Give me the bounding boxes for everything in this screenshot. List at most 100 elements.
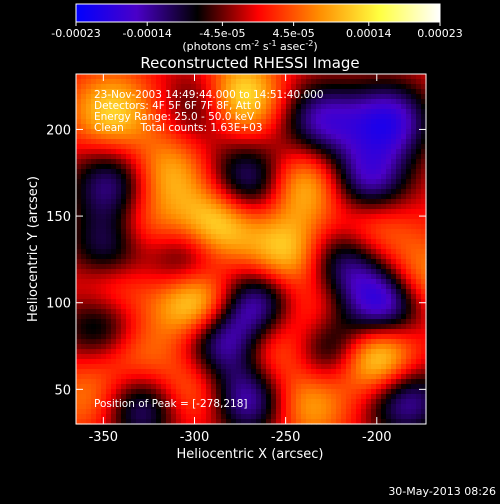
heatmap-cell	[181, 189, 187, 195]
heatmap-cell	[416, 209, 422, 215]
heatmap-cell	[156, 119, 162, 125]
heatmap-cell	[191, 349, 197, 355]
heatmap-cell	[396, 269, 402, 275]
heatmap-cell	[91, 259, 97, 265]
heatmap-cell	[216, 344, 222, 350]
heatmap-cell	[406, 234, 412, 240]
heatmap-cell	[101, 414, 107, 420]
heatmap-cell	[146, 224, 152, 230]
heatmap-cell	[91, 144, 97, 150]
heatmap-cell	[331, 324, 337, 330]
heatmap-cell	[146, 379, 152, 385]
heatmap-cell	[326, 179, 332, 185]
heatmap-cell	[281, 224, 287, 230]
heatmap-cell	[286, 249, 292, 255]
heatmap-cell	[276, 159, 282, 165]
heatmap-cell	[271, 199, 277, 205]
heatmap-cell	[116, 314, 122, 320]
heatmap-cell	[221, 159, 227, 165]
heatmap-cell	[391, 339, 397, 345]
heatmap-cell	[266, 194, 272, 200]
heatmap-cell	[216, 99, 222, 105]
heatmap-cell	[381, 229, 387, 235]
heatmap-cell	[191, 384, 197, 390]
heatmap-cell	[316, 414, 322, 420]
heatmap-cell	[421, 169, 427, 175]
heatmap-cell	[246, 339, 252, 345]
heatmap-cell	[221, 99, 227, 105]
heatmap-cell	[271, 379, 277, 385]
heatmap-cell	[346, 394, 352, 400]
heatmap-cell	[241, 79, 247, 85]
heatmap-cell	[91, 304, 97, 310]
heatmap-cell	[276, 124, 282, 130]
heatmap-cell	[181, 349, 187, 355]
heatmap-cell	[331, 334, 337, 340]
heatmap-cell	[246, 194, 252, 200]
heatmap-cell	[326, 219, 332, 225]
heatmap-cell	[246, 374, 252, 380]
heatmap-cell	[81, 109, 87, 115]
heatmap-cell	[181, 234, 187, 240]
heatmap-cell	[401, 109, 407, 115]
heatmap-cell	[161, 219, 167, 225]
heatmap-cell	[296, 129, 302, 135]
heatmap-cell	[421, 354, 427, 360]
heatmap-cell	[166, 264, 172, 270]
heatmap-cell	[251, 244, 257, 250]
heatmap-cell	[256, 409, 262, 415]
heatmap-cell	[141, 249, 147, 255]
heatmap-cell	[231, 329, 237, 335]
heatmap-cell	[351, 349, 357, 355]
heatmap-cell	[246, 199, 252, 205]
heatmap-cell	[276, 384, 282, 390]
heatmap-cell	[171, 399, 177, 405]
heatmap-cell	[391, 239, 397, 245]
heatmap-cell	[306, 259, 312, 265]
heatmap-cell	[166, 89, 172, 95]
heatmap-cell	[401, 379, 407, 385]
heatmap-cell	[361, 299, 367, 305]
heatmap-cell	[266, 219, 272, 225]
heatmap-cell	[306, 204, 312, 210]
heatmap-cell	[346, 304, 352, 310]
heatmap-cell	[396, 274, 402, 280]
heatmap-cell	[196, 334, 202, 340]
heatmap-cell	[296, 339, 302, 345]
heatmap-cell	[201, 194, 207, 200]
heatmap-cell	[186, 394, 192, 400]
heatmap-cell	[186, 364, 192, 370]
heatmap-cell	[191, 389, 197, 395]
heatmap-cell	[111, 149, 117, 155]
heatmap-cell	[181, 324, 187, 330]
heatmap-cell	[126, 124, 132, 130]
heatmap-cell	[241, 234, 247, 240]
heatmap-cell	[216, 79, 222, 85]
heatmap-cell	[411, 219, 417, 225]
heatmap-cell	[356, 124, 362, 130]
heatmap-cell	[336, 389, 342, 395]
heatmap-cell	[106, 119, 112, 125]
heatmap-cell	[286, 314, 292, 320]
heatmap-cell	[91, 179, 97, 185]
heatmap-cell	[271, 224, 277, 230]
heatmap-cell	[156, 274, 162, 280]
heatmap-cell	[196, 129, 202, 135]
heatmap-cell	[286, 304, 292, 310]
chart-title: Reconstructed RHESSI Image	[140, 54, 359, 72]
heatmap-cell	[171, 214, 177, 220]
heatmap-cell	[166, 399, 172, 405]
heatmap-cell	[381, 159, 387, 165]
heatmap-cell	[126, 419, 132, 425]
heatmap-cell	[126, 359, 132, 365]
heatmap-cell	[221, 79, 227, 85]
heatmap-cell	[301, 79, 307, 85]
heatmap-cell	[141, 314, 147, 320]
heatmap-cell	[416, 244, 422, 250]
heatmap-cell	[121, 219, 127, 225]
heatmap-cell	[151, 389, 157, 395]
heatmap-cell	[191, 264, 197, 270]
heatmap-cell	[366, 339, 372, 345]
heatmap-cell	[351, 354, 357, 360]
heatmap-cell	[256, 344, 262, 350]
